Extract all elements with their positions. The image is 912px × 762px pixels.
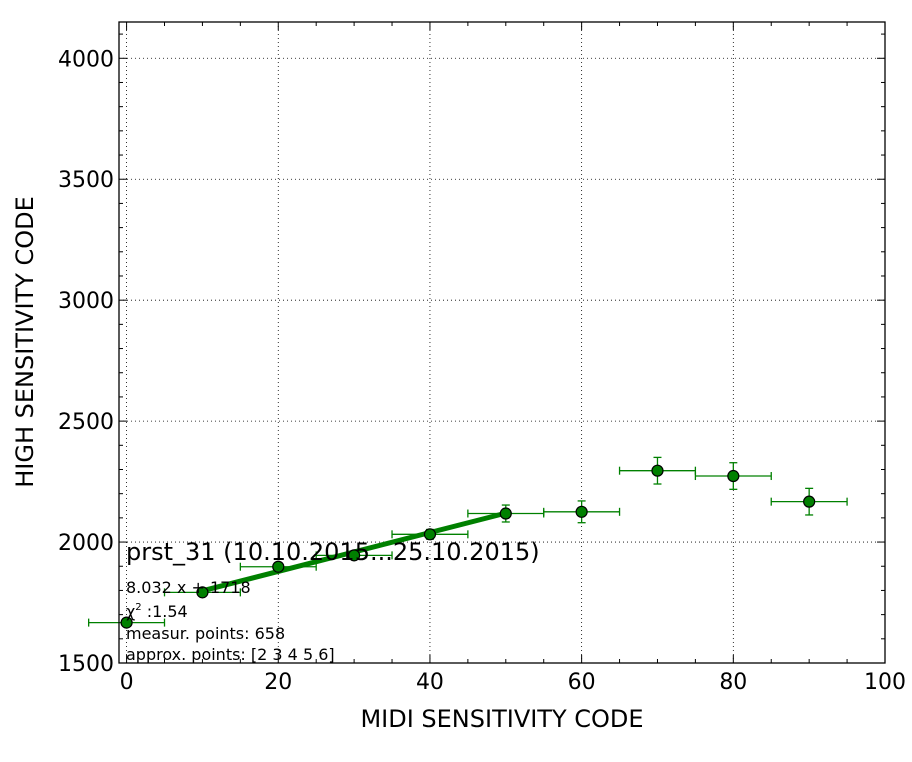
data-point [120, 616, 133, 629]
data-point [272, 560, 285, 573]
x-tick-label: 80 [719, 670, 747, 695]
y-axis-label: HIGH SENSITIVITY CODE [11, 196, 39, 488]
y-tick-label: 1500 [58, 652, 114, 677]
minor-ticks [119, 22, 886, 664]
y-tick-label: 4000 [58, 47, 114, 72]
x-tick-label: 60 [568, 670, 596, 695]
data-point [499, 507, 512, 520]
chi-value: :1.54 [142, 602, 188, 621]
data-point [196, 586, 209, 599]
fit-equation: 8.032 x + 1718 [126, 578, 251, 597]
y-tick-label: 2000 [58, 531, 114, 556]
chart-title: prst_31 (10.10.2015...25.10.2015) [126, 538, 540, 566]
y-tick-label: 3500 [58, 168, 114, 193]
data-point [727, 469, 740, 483]
data-point [803, 495, 816, 508]
x-tick-labels: 0 20 40 60 80 100 [120, 670, 906, 695]
measurement-points: measur. points: 658 [126, 624, 285, 643]
chi-symbol: χ [126, 602, 135, 621]
y-tick-label: 3000 [58, 289, 114, 314]
data-point [575, 505, 588, 518]
data-points [120, 464, 816, 629]
plot-area-frame [118, 21, 886, 664]
chi-square: χ2 :1.54 [126, 602, 188, 621]
data-point [348, 549, 361, 562]
y-tick-labels: 1500 2000 2500 3000 3500 4000 [58, 47, 114, 677]
x-axis-label: MIDI SENSITIVITY CODE [360, 705, 643, 733]
grid-lines [119, 22, 886, 664]
approx-points: approx. points: [2 3 4 5 6] [126, 645, 335, 664]
x-tick-label: 40 [416, 670, 444, 695]
data-point [651, 464, 664, 477]
x-tick-label: 20 [264, 670, 292, 695]
x-tick-label: 0 [120, 670, 134, 695]
y-tick-label: 2500 [58, 410, 114, 435]
data-point [423, 528, 437, 541]
chi-exponent: 2 [135, 602, 141, 613]
x-tick-label: 100 [864, 670, 906, 695]
